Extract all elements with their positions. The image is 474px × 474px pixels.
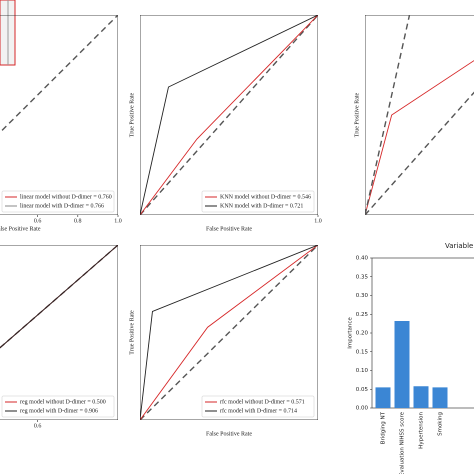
- chance-line: [0, 15, 118, 134]
- plot-area: [365, 15, 474, 215]
- y-tick-label: 0.15: [356, 349, 369, 355]
- x-axis-label: False Positive Rate: [206, 226, 252, 232]
- x-tick-label: 0.6: [34, 218, 42, 224]
- plot-area: [140, 245, 318, 420]
- x-tick-label: 0.8: [74, 218, 82, 224]
- chance-line: [140, 245, 318, 420]
- bar: [375, 387, 391, 408]
- y-tick-label: 0.25: [356, 312, 369, 318]
- legend-box: [1, 395, 115, 418]
- plot-area: [0, 245, 118, 420]
- x-tick-label: 1.0: [314, 218, 322, 224]
- bar: [394, 321, 410, 408]
- x-tick-label: Bridging NT: [381, 411, 387, 444]
- y-tick-label: 0.35: [356, 274, 369, 280]
- y-tick-label: 0.00: [356, 406, 369, 412]
- legend-box: [201, 395, 315, 418]
- plot-area: [0, 15, 118, 215]
- axes-frame: [365, 15, 474, 215]
- bar: [413, 386, 429, 408]
- chance-line: [365, 91, 474, 215]
- y-tick-label: 0.30: [356, 293, 369, 299]
- y-tick-label: 0.20: [356, 331, 369, 337]
- plot-area: [140, 15, 318, 215]
- y-tick-label: 0.05: [356, 387, 369, 393]
- x-tick-label: Smoking: [438, 412, 444, 436]
- x-tick-label: 1.0: [114, 218, 122, 224]
- roc-line: [140, 15, 318, 215]
- y-axis-label: True Positive Rate: [354, 92, 360, 137]
- legend-box: [201, 190, 315, 213]
- legend-label: rfc model with D-dimer = 0.714: [220, 407, 297, 414]
- axes-frame: [371, 257, 474, 409]
- legend-label: reg model without D-dimer = 0.500: [20, 399, 106, 405]
- roc-line: [365, 15, 411, 215]
- y-axis-label: True Positive Rate: [129, 92, 135, 137]
- x-tick-label: 0.6: [34, 423, 42, 429]
- x-axis-label: False Positive Rate: [0, 226, 41, 232]
- bar-chart: 0.00 0.05 0.10 0.15 0.20 0.25 0.30 0.35 0.40 Brid…: [348, 242, 474, 474]
- x-axis-label: False Positive Rate: [206, 431, 252, 437]
- x-tick-label: Evaluation NIHSS score: [400, 411, 406, 474]
- y-tick-label: 0.10: [356, 368, 369, 374]
- legend-label: linear model without D-dimer = 0.760: [20, 194, 112, 200]
- y-axis-label: Importance: [348, 317, 354, 349]
- chance-line: [140, 15, 318, 215]
- legend-label: reg model with D-dimer = 0.906: [20, 408, 98, 414]
- roc-line: [140, 245, 318, 420]
- chart-title: Variable in: [445, 242, 474, 250]
- x-tick-label: Hypertension: [419, 412, 425, 449]
- legend-label: KNN model without D-dimer = 0.546: [220, 194, 311, 200]
- legend-label: linear model with D-dimer = 0.766: [20, 203, 104, 209]
- y-tick-label: 0.40: [356, 256, 369, 262]
- bar: [432, 387, 448, 408]
- y-axis-label: True Positive Rate: [129, 310, 135, 355]
- roc-line: [365, 60, 474, 215]
- roc-line: [0, 245, 118, 349]
- roc-line: [140, 15, 318, 215]
- legend-label: rfc model without D-dimer = 0.571: [220, 398, 305, 405]
- roc-line: [140, 245, 318, 420]
- legend-label: KNN model with D-dimer = 0.721: [220, 203, 303, 209]
- legend-box: [1, 190, 115, 213]
